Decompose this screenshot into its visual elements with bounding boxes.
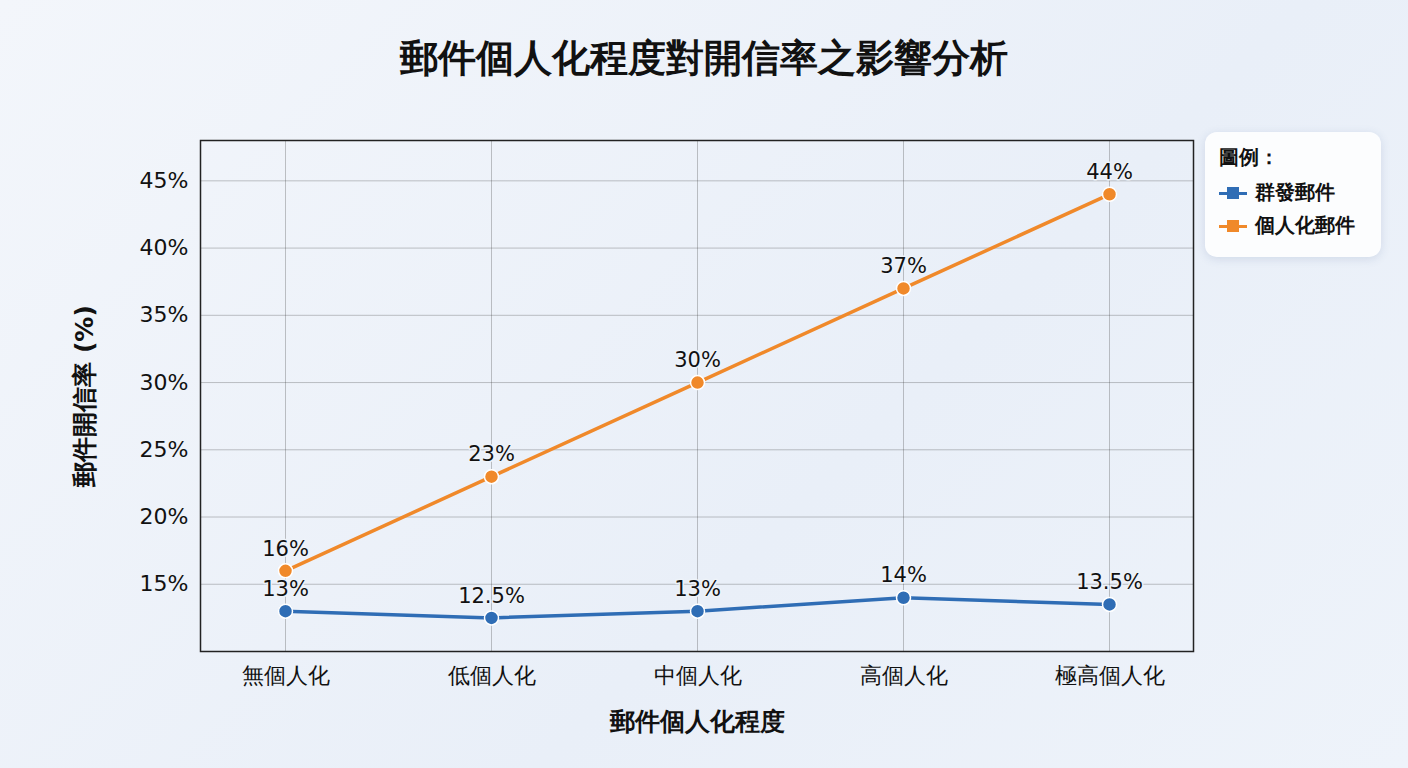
svg-text:20%: 20% (140, 504, 189, 529)
svg-text:25%: 25% (140, 437, 189, 462)
svg-text:13%: 13% (674, 577, 721, 601)
svg-text:中個人化: 中個人化 (654, 663, 742, 688)
svg-text:16%: 16% (262, 537, 309, 561)
html-text:郵件個人化程度對開信率之影響分析: 郵件個人化程度對開信率之影響分析 (400, 36, 1008, 80)
svg-text:37%: 37% (880, 254, 927, 278)
svg-text:13%: 13% (262, 577, 309, 601)
svg-text:23%: 23% (468, 442, 515, 466)
svg-text:35%: 35% (140, 302, 189, 327)
svg-text:40%: 40% (140, 235, 189, 260)
svg-text:14%: 14% (880, 563, 927, 587)
svg-text:郵件開信率 (%): 郵件開信率 (%) (70, 305, 99, 488)
svg-text:30%: 30% (674, 348, 721, 372)
svg-text:12.5%: 12.5% (458, 584, 525, 608)
svg-text:極高個人化: 極高個人化 (1055, 663, 1165, 688)
svg-text:高個人化: 高個人化 (860, 663, 948, 688)
svg-text:44%: 44% (1086, 160, 1133, 184)
svg-text:15%: 15% (140, 571, 189, 596)
svg-text:45%: 45% (140, 168, 189, 193)
svg-text:低個人化: 低個人化 (448, 663, 536, 688)
svg-text:無個人化: 無個人化 (242, 663, 330, 688)
svg-text:30%: 30% (140, 370, 189, 395)
html-text:個人化郵件: 個人化郵件 (1255, 213, 1355, 237)
html-text:群發郵件: 群發郵件 (1255, 180, 1335, 204)
svg-text:郵件個人化程度: 郵件個人化程度 (609, 707, 785, 736)
svg-text:13.5%: 13.5% (1076, 570, 1143, 594)
html-text:圖例：: 圖例： (1219, 145, 1279, 169)
